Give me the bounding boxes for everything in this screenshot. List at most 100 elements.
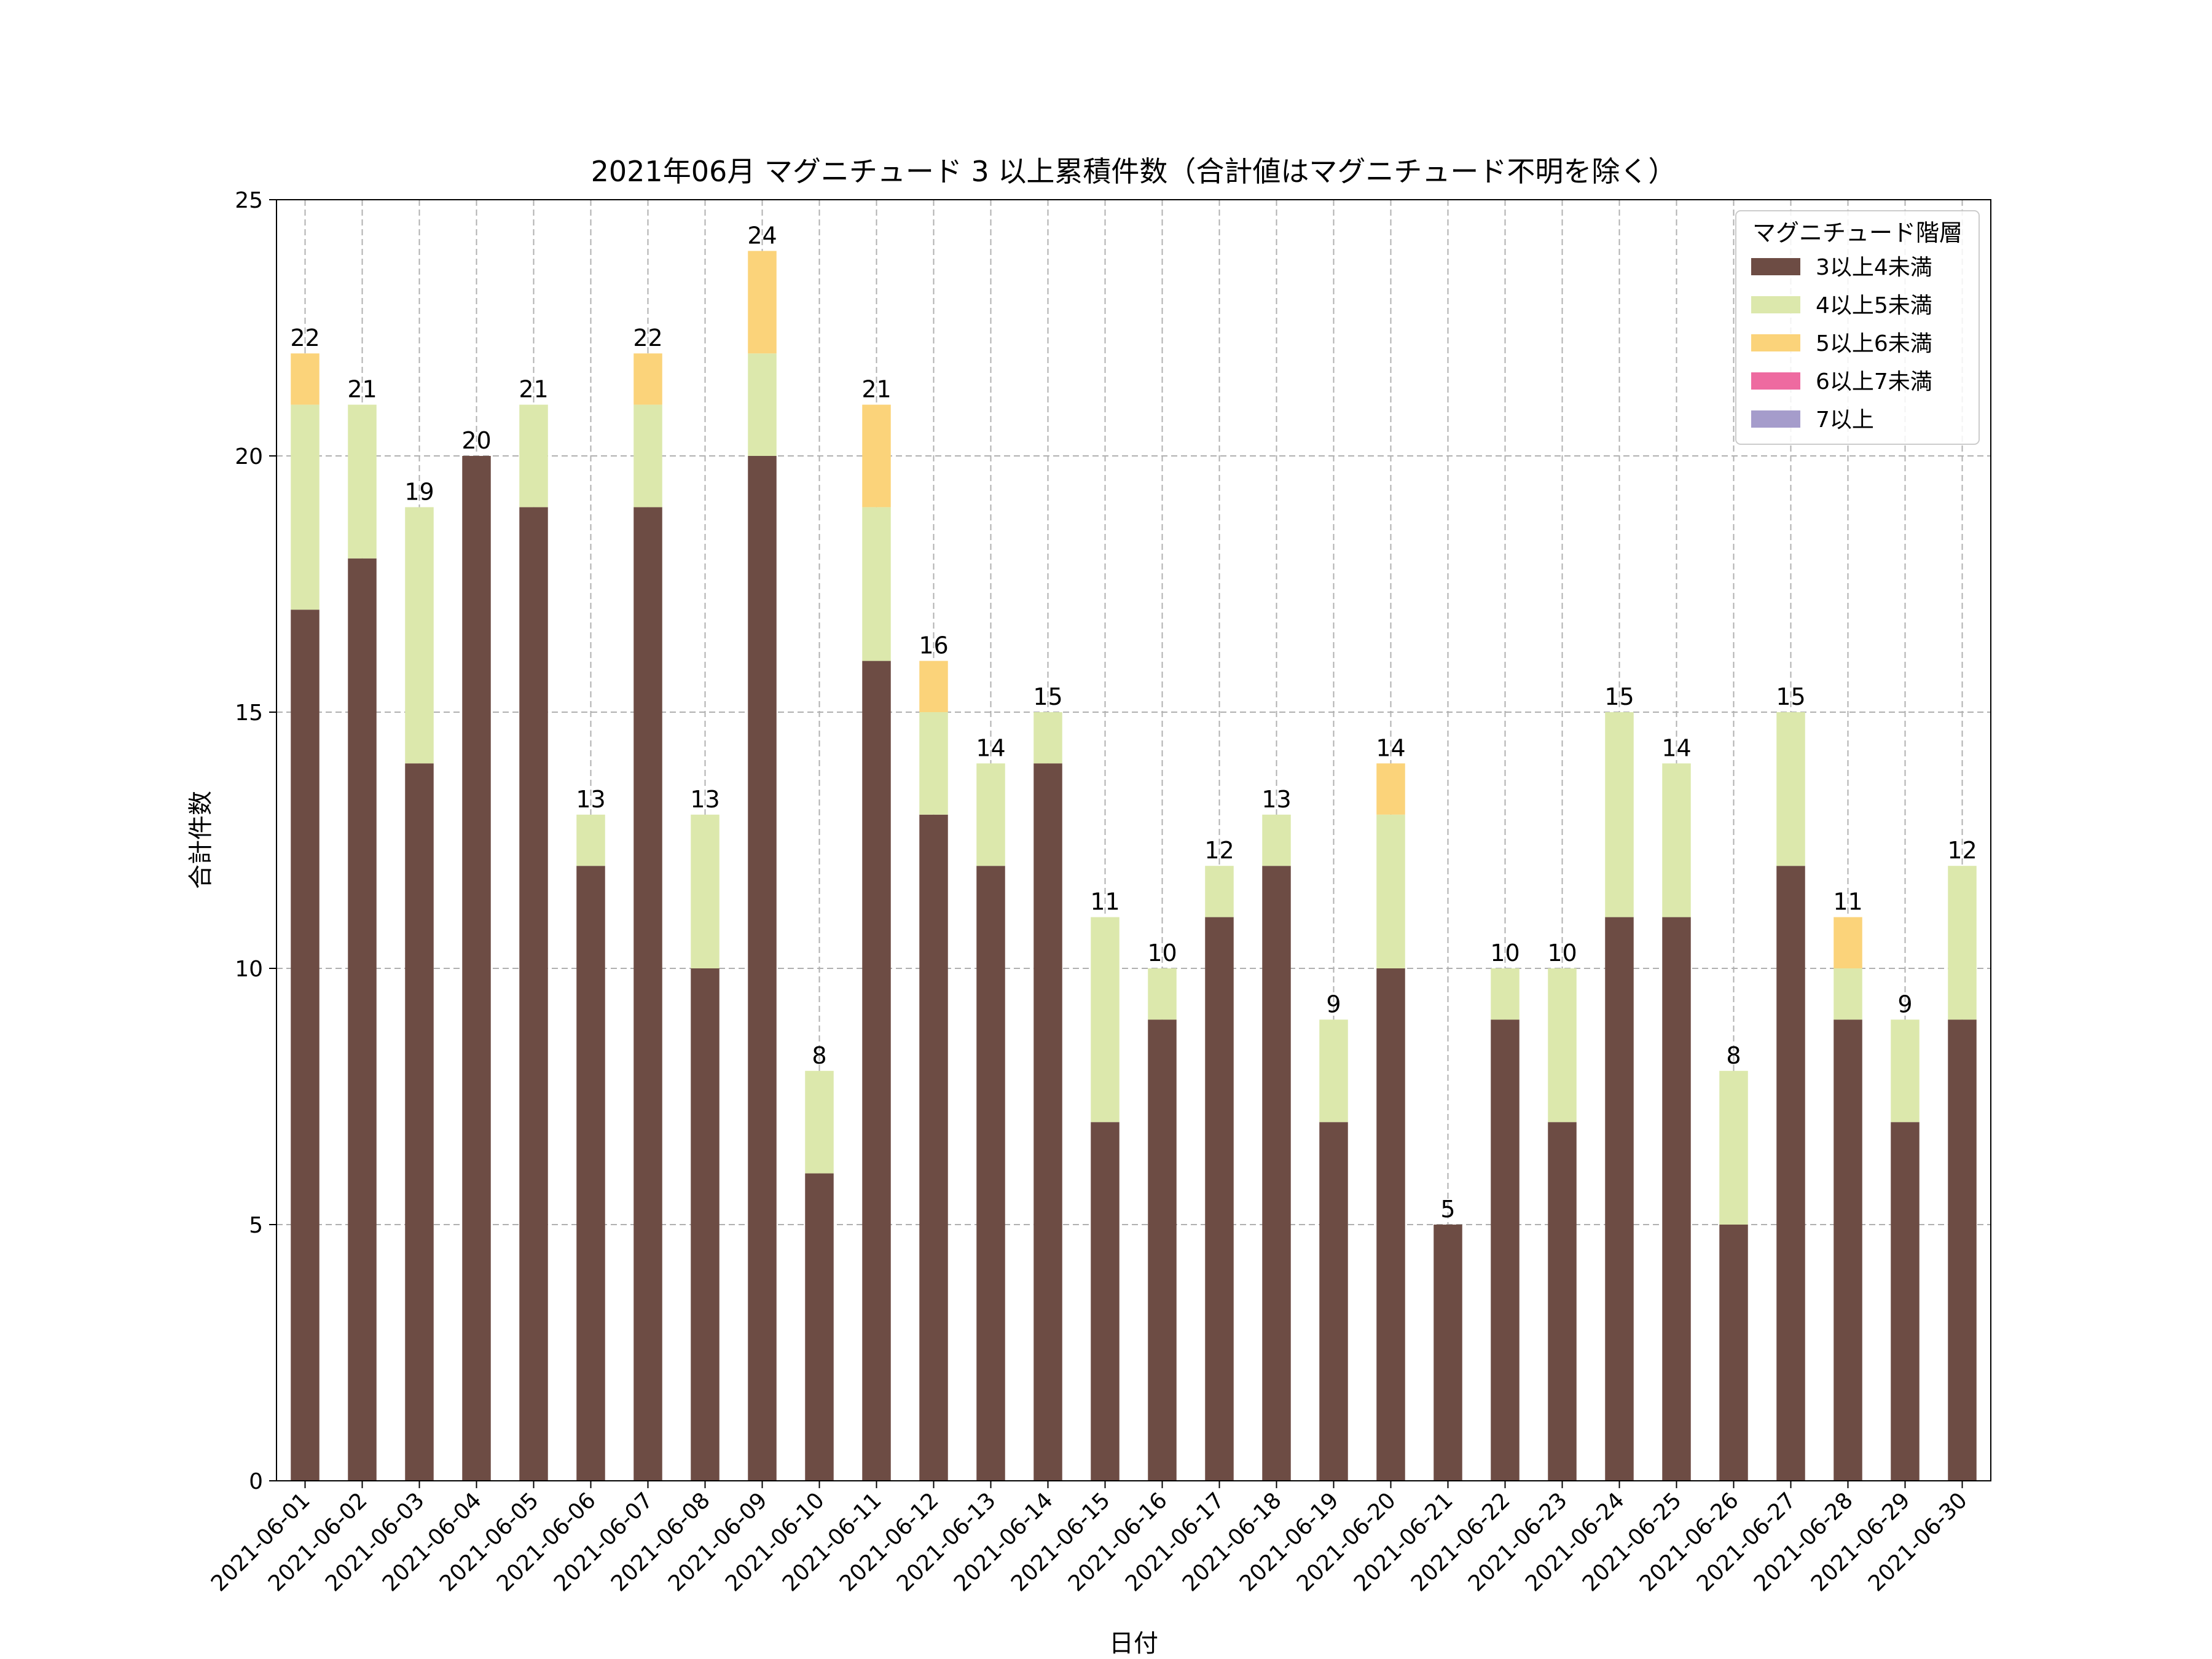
y-axis-label: 合計件数 — [187, 791, 215, 889]
bar-segment — [805, 1070, 834, 1174]
total-label: 10 — [1547, 939, 1577, 967]
bar-segment — [405, 763, 434, 1481]
total-label: 14 — [1661, 734, 1691, 761]
total-label: 21 — [861, 376, 891, 403]
bar-segment — [1262, 814, 1291, 866]
chart-title: 2021年06月 マグニチュード 3 以上累積件数（合計値はマグニチュード不明を… — [591, 155, 1677, 188]
legend-swatch — [1751, 372, 1800, 390]
bar-segment — [1834, 1019, 1862, 1481]
total-label: 8 — [812, 1042, 826, 1069]
legend-label: 3以上4未満 — [1816, 255, 1932, 280]
total-label: 5 — [1440, 1196, 1455, 1223]
bar-segment — [633, 404, 662, 508]
bar-segment — [576, 814, 605, 866]
bar-segment — [919, 712, 948, 815]
bar-segment — [1205, 917, 1234, 1481]
bar-segment — [862, 404, 891, 508]
legend-label: 6以上7未満 — [1816, 369, 1932, 394]
total-label: 15 — [1604, 683, 1634, 710]
total-label: 13 — [690, 786, 720, 813]
bar-segment — [1662, 763, 1691, 917]
total-label: 15 — [1776, 683, 1805, 710]
bar-segment — [919, 814, 948, 1481]
y-tick-label: 15 — [235, 700, 263, 726]
total-label: 11 — [1090, 888, 1120, 916]
bar-segment — [1719, 1225, 1748, 1481]
legend-label: 4以上5未満 — [1816, 293, 1932, 318]
bar-segment — [1719, 1070, 1748, 1225]
bar-segment — [291, 610, 320, 1481]
bar-segment — [1033, 712, 1062, 764]
y-tick-label: 25 — [235, 188, 263, 213]
total-label: 9 — [1326, 990, 1341, 1018]
legend-swatch — [1751, 296, 1800, 313]
bar-segment — [1376, 763, 1405, 815]
bar-segment — [805, 1173, 834, 1481]
bar-segment — [691, 814, 720, 968]
bar-segment — [748, 251, 777, 354]
bar-segment — [1834, 917, 1862, 968]
total-label: 21 — [347, 376, 377, 403]
bar-segment — [1891, 1019, 1920, 1123]
bar-segment — [1548, 1122, 1577, 1481]
total-label: 10 — [1147, 939, 1177, 967]
total-label: 14 — [1376, 734, 1405, 761]
plot-frame — [276, 199, 1991, 1481]
bar-segment — [1319, 1019, 1348, 1123]
total-label: 16 — [919, 632, 948, 659]
bars — [291, 251, 1977, 1481]
x-axis-label: 日付 — [1109, 1630, 1158, 1658]
total-label: 22 — [633, 324, 662, 351]
total-label: 9 — [1897, 990, 1912, 1018]
bar-segment — [1891, 1122, 1920, 1481]
bar-segment — [1605, 712, 1634, 917]
bar-segment — [1319, 1122, 1348, 1481]
y-tick-label: 0 — [249, 1469, 263, 1494]
bar-segment — [1376, 814, 1405, 968]
bar-segment — [519, 507, 548, 1481]
total-label: 19 — [404, 478, 434, 505]
bar-segment — [1033, 763, 1062, 1481]
total-label: 21 — [519, 376, 548, 403]
total-label: 24 — [747, 222, 777, 249]
bar-segment — [1148, 1019, 1177, 1481]
y-tick-label: 10 — [235, 957, 263, 982]
bar-segment — [291, 404, 320, 610]
total-label: 12 — [1947, 837, 1977, 864]
bar-segment — [976, 763, 1005, 866]
y-tick-label: 5 — [249, 1213, 263, 1238]
bar-segment — [862, 507, 891, 661]
bar-segment — [1262, 866, 1291, 1481]
bar-segment — [1662, 917, 1691, 1481]
legend-swatch — [1751, 410, 1800, 428]
total-label: 12 — [1204, 837, 1234, 864]
bar-segment — [519, 404, 548, 508]
total-label: 13 — [1261, 786, 1291, 813]
bar-segment — [748, 353, 777, 456]
total-label: 8 — [1726, 1042, 1741, 1069]
bar-segment — [1605, 917, 1634, 1481]
bar-segment — [1948, 1019, 1977, 1481]
bar-segment — [1548, 968, 1577, 1123]
bar-segment — [633, 353, 662, 405]
total-label: 11 — [1833, 888, 1862, 916]
bar-segment — [1491, 968, 1520, 1020]
total-label: 22 — [290, 324, 320, 351]
bar-segment — [576, 866, 605, 1481]
bar-segment — [1776, 712, 1805, 866]
legend-items: 3以上4未満 4以上5未満 5以上6未満 6以上7未満 7以上 — [1751, 255, 1932, 433]
bar-segment — [691, 968, 720, 1481]
y-tick-label: 20 — [235, 444, 263, 469]
legend-label: 7以上 — [1816, 407, 1874, 433]
bar-segment — [291, 353, 320, 405]
bar-segment — [862, 661, 891, 1481]
legend-label: 5以上6未満 — [1816, 331, 1932, 356]
bar-segment — [919, 661, 948, 712]
total-label: 13 — [576, 786, 605, 813]
bar-segment — [462, 456, 491, 1481]
bar-segment — [1433, 1225, 1462, 1481]
bar-segment — [1091, 917, 1120, 1123]
bar-segment — [1948, 866, 1977, 1020]
total-label: 14 — [976, 734, 1005, 761]
